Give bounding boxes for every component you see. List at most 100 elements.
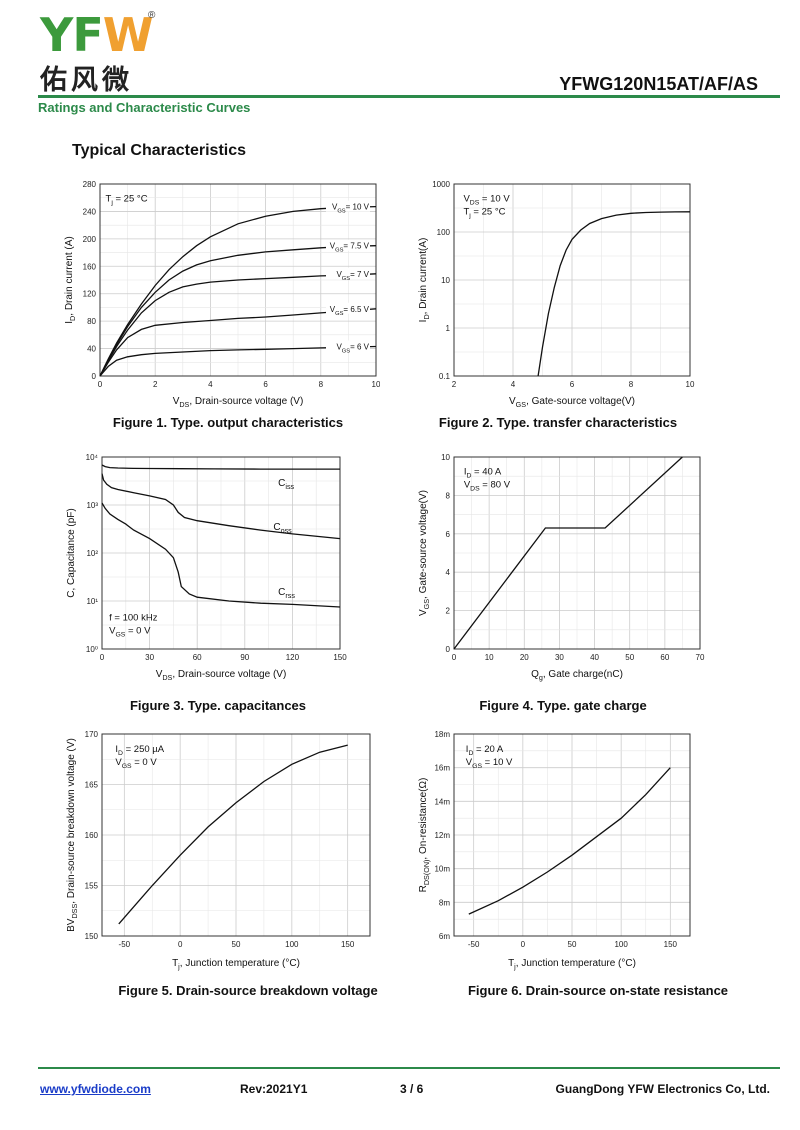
y-tick-label: 10m (434, 865, 450, 874)
series-line-0 (99, 205, 377, 377)
series-label: VGS= 6.5 V (330, 305, 370, 317)
logo-letter-w: W (102, 8, 154, 62)
series-line-1 (101, 473, 341, 540)
y-tick-label: 0.1 (439, 372, 451, 381)
y-tick-label: 16m (434, 764, 450, 773)
series-label-bg (326, 302, 370, 314)
figure-3-caption: Figure 3. Type. capacitances (129, 698, 307, 713)
x-tick-label: 8 (629, 380, 634, 389)
series-line-0 (118, 744, 348, 925)
y-tick-label: 170 (85, 730, 99, 739)
series-line-0 (468, 767, 671, 915)
registered-mark: ® (148, 10, 156, 21)
chart-annotation: VDS = 80 V (464, 480, 511, 493)
series-line-1 (99, 245, 377, 377)
series-label: VGS= 6 V (336, 343, 369, 355)
x-tick-label: 4 (511, 380, 516, 389)
series-end-label: VGS= 7 V (326, 267, 370, 282)
x-tick-label: 2 (452, 380, 457, 389)
y-axis-label: ID, Drain current (A) (64, 236, 77, 323)
x-axis-label: Qg, Gate charge(nC) (531, 669, 623, 682)
y-tick-label: 18m (434, 730, 450, 739)
figure-1-output-characteristics-chart: 0 2 4 6 8 10 0 40 80 120 160 200 240 280 VDS, Drain-so… (64, 180, 380, 409)
figure-5-breakdown-voltage-chart: -50 0 50 100 150 150 155 160 165 170 Tj, Junction … (66, 730, 371, 971)
y-tick-label: 100 (437, 228, 451, 237)
header-divider (38, 95, 780, 98)
section-title: Typical Characteristics (72, 142, 247, 159)
website-link[interactable]: www.yfwdiode.com (40, 1082, 151, 1096)
y-tick-label: 0 (92, 372, 97, 381)
x-tick-label: 40 (590, 653, 599, 662)
x-tick-label: 10 (485, 653, 494, 662)
plot-frame (101, 733, 371, 937)
y-tick-label: 10 (441, 276, 450, 285)
y-tick-label: 40 (87, 345, 96, 354)
x-tick-label: 0 (98, 380, 103, 389)
y-tick-label: 280 (83, 180, 97, 189)
figure-3-capacitances-chart: 0 30 60 90 120 150 10⁰ 10¹ 10² 10³ 10⁴ VDS, Drain-s… (66, 453, 347, 682)
y-tick-label: 150 (85, 932, 99, 941)
y-axis-label: VGS, Gate-source voltage(V) (418, 490, 431, 616)
x-tick-label: 60 (193, 653, 202, 662)
y-tick-label: 2 (446, 607, 451, 616)
series-line-2 (99, 273, 377, 377)
series-end-label: VGS= 7.5 V (326, 239, 370, 254)
x-tick-label: 4 (208, 380, 213, 389)
footer-divider (38, 1067, 780, 1069)
series-label: Ciss (278, 478, 294, 491)
y-tick-label: 120 (83, 290, 97, 299)
y-tick-label: 0 (446, 645, 451, 654)
series-line-0 (453, 456, 683, 650)
figure-6-caption: Figure 6. Drain-source on-state resistan… (467, 983, 729, 998)
plot-frame (101, 456, 341, 650)
series-label: Coss (273, 522, 292, 535)
plot-frame (99, 183, 377, 377)
chart-annotation: Tj = 25 °C (106, 194, 148, 207)
y-axis-label: C, Capacitance (pF) (66, 508, 77, 597)
figure-1-caption: Figure 1. Type. output characteristics (112, 415, 344, 430)
x-tick-label: 8 (319, 380, 324, 389)
logo: YFW (40, 12, 153, 58)
figure-4-caption: Figure 4. Type. gate charge (479, 698, 647, 713)
y-tick-label: 240 (83, 207, 97, 216)
x-tick-label: 10 (686, 380, 695, 389)
y-axis-label: ID, Drain current(A) (418, 238, 431, 323)
figure-2-transfer-characteristics-chart: 2 4 6 8 10 0.1 1 10 100 1000 VGS, Gate-source volt… (418, 180, 695, 409)
x-axis-label: VDS, Drain-source voltage (V) (156, 669, 287, 682)
y-tick-label: 8m (439, 898, 450, 907)
y-tick-label: 160 (85, 831, 99, 840)
series-line-3 (99, 308, 377, 377)
x-axis-label: VGS, Gate-source voltage(V) (509, 396, 635, 409)
y-tick-label: 165 (85, 781, 99, 790)
y-tick-label: 4 (446, 568, 451, 577)
x-tick-label: 150 (341, 940, 355, 949)
x-tick-label: 0 (178, 940, 183, 949)
series-label: Crss (278, 587, 295, 600)
chart-annotation: VGS = 0 V (109, 626, 151, 639)
y-tick-label: 8 (446, 491, 451, 500)
x-tick-label: 150 (664, 940, 678, 949)
figure-2-caption: Figure 2. Type. transfer characteristics (438, 415, 678, 430)
chart-annotation: f = 100 kHz (109, 613, 158, 624)
x-tick-label: 150 (333, 653, 347, 662)
chart-annotation: ID = 40 A (464, 467, 502, 480)
company-name: GuangDong YFW Electronics Co, Ltd. (555, 1082, 770, 1096)
x-tick-label: 6 (570, 380, 575, 389)
y-tick-label: 1000 (432, 180, 450, 189)
chart-annotation: VGS = 10 V (466, 757, 513, 770)
page-number: 3 / 6 (400, 1082, 424, 1096)
x-tick-label: 120 (286, 653, 300, 662)
x-tick-label: 2 (153, 380, 158, 389)
y-tick-label: 10 (441, 453, 450, 462)
x-tick-label: 50 (568, 940, 577, 949)
part-number: YFWG120N15AT/AF/AS (559, 74, 758, 94)
y-axis-label: BVDSS, Drain-source breakdown voltage (V… (66, 738, 79, 932)
series-line-4 (99, 345, 377, 377)
series-label: VGS= 7.5 V (330, 242, 370, 254)
chart-annotation: Tj = 25 °C (463, 207, 505, 220)
y-tick-label: 160 (83, 262, 97, 271)
series-label-bg (326, 200, 370, 212)
series-end-label: VGS= 6 V (326, 340, 370, 355)
figure-5-caption: Figure 5. Drain-source breakdown voltage (118, 983, 378, 998)
x-tick-label: 20 (520, 653, 529, 662)
